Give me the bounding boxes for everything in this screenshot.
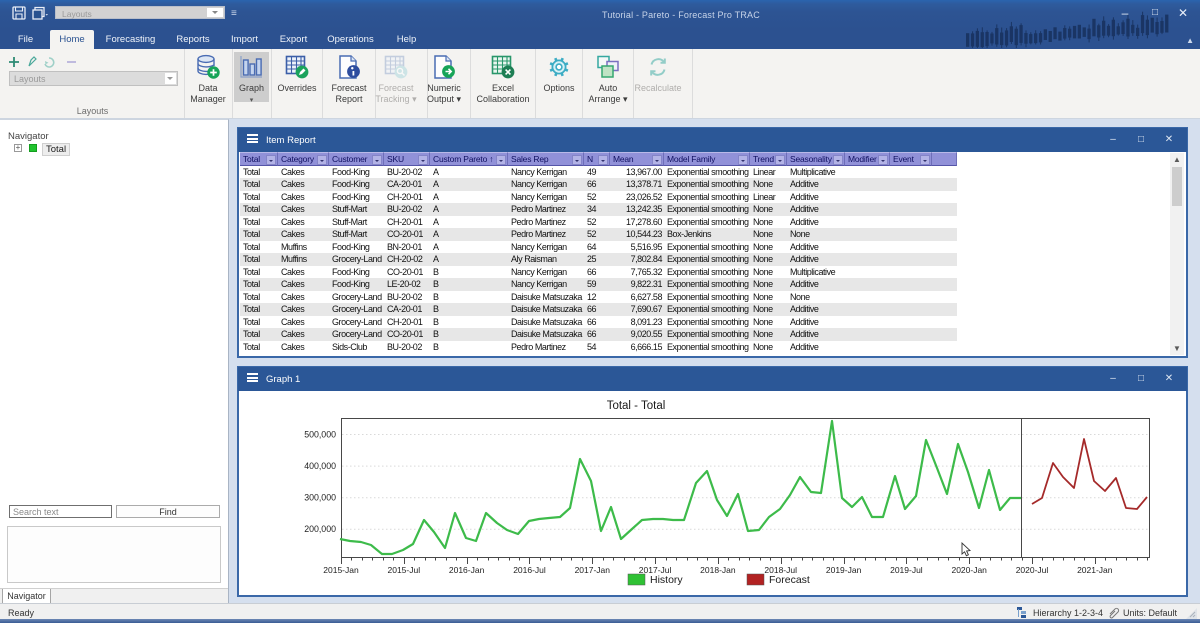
svg-text:2016-Jul: 2016-Jul	[513, 565, 546, 575]
svg-text:2017-Jul: 2017-Jul	[639, 565, 672, 575]
svg-text:500,000: 500,000	[304, 430, 336, 440]
svg-text:History: History	[650, 574, 683, 586]
svg-text:2015-Jul: 2015-Jul	[387, 565, 420, 575]
svg-text:2019-Jan: 2019-Jan	[826, 565, 862, 575]
svg-text:2020-Jan: 2020-Jan	[951, 565, 987, 575]
svg-text:2021-Jan: 2021-Jan	[1077, 565, 1113, 575]
svg-text:2015-Jan: 2015-Jan	[323, 565, 359, 575]
svg-text:2018-Jan: 2018-Jan	[700, 565, 736, 575]
svg-text:2016-Jan: 2016-Jan	[449, 565, 485, 575]
svg-text:200,000: 200,000	[304, 524, 336, 534]
svg-text:Total - Total: Total - Total	[607, 400, 666, 412]
svg-text:300,000: 300,000	[304, 493, 336, 503]
svg-text:2017-Jan: 2017-Jan	[575, 565, 611, 575]
svg-text:Forecast: Forecast	[769, 574, 810, 586]
svg-text:2020-Jul: 2020-Jul	[1016, 565, 1049, 575]
svg-text:2018-Jul: 2018-Jul	[764, 565, 797, 575]
svg-text:400,000: 400,000	[304, 461, 336, 471]
svg-text:2019-Jul: 2019-Jul	[890, 565, 923, 575]
